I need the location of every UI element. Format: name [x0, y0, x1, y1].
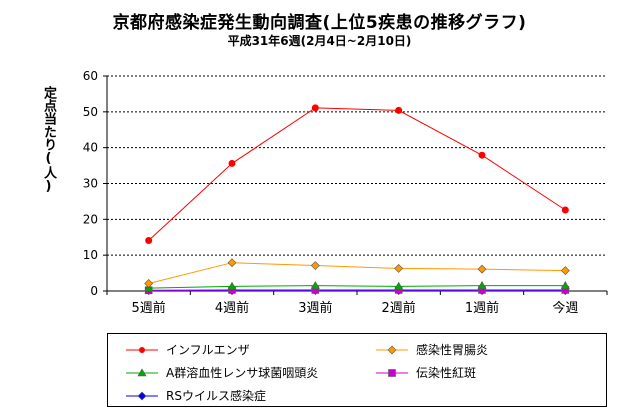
data-point — [394, 264, 404, 273]
data-point — [310, 261, 320, 270]
y-tick-label: 40 — [83, 141, 98, 155]
series-line — [148, 262, 566, 284]
legend-label: 感染性胃腸炎 — [416, 343, 489, 357]
y-axis-label: 定点当たり(人) — [41, 86, 56, 194]
line-chart: 0 10 20 30 40 50 60 5週前 4週前 3週前 2週前 1週前 今週 — [83, 69, 608, 316]
data-point — [310, 281, 320, 289]
data-point — [395, 106, 403, 114]
data-point — [478, 151, 486, 159]
data-point — [145, 236, 153, 244]
legend-swatch — [126, 368, 158, 377]
y-tick-label: 20 — [83, 212, 98, 226]
y-tick-label: 0 — [90, 284, 98, 298]
x-tick-label: 今週 — [552, 300, 578, 316]
legend-swatch — [126, 391, 158, 401]
legend-label: A群溶血性レンサ球菌咽頭炎 — [166, 366, 319, 380]
x-tick-label: 4週前 — [215, 300, 249, 316]
data-point — [227, 258, 237, 268]
x-tick-label: 2週前 — [382, 300, 416, 316]
chart-subtitle: 平成31年6週(2月4日~2月10日) — [227, 34, 412, 48]
chart-legend: インフルエンザ 感染性胃腸炎 A群溶血性レンサ球菌咽頭炎 伝染性紅斑 RSウイルス感染症 — [107, 333, 607, 407]
legend-swatch — [126, 347, 158, 353]
y-tick-label: 60 — [83, 69, 98, 83]
legend-swatch — [376, 345, 408, 355]
x-tick-label: 5週前 — [132, 300, 166, 316]
series-line — [148, 285, 566, 289]
data-point — [477, 281, 487, 289]
data-point — [227, 281, 237, 290]
legend-swatch — [376, 369, 408, 377]
data-point — [228, 159, 236, 167]
y-tick-label: 10 — [83, 248, 98, 262]
data-point — [477, 264, 487, 274]
y-tick-label: 30 — [83, 177, 98, 191]
data-point — [561, 206, 569, 214]
data-point — [560, 266, 570, 275]
series-line — [148, 107, 566, 241]
data-point — [311, 104, 319, 112]
y-tick-label: 50 — [83, 105, 98, 119]
x-tick-label: 1週前 — [465, 300, 499, 316]
x-tick-label: 3週前 — [298, 300, 332, 316]
data-point — [144, 279, 154, 288]
data-point — [394, 281, 404, 290]
chart-title: 京都府感染症発生動向調査(上位5疾患の推移グラフ) — [112, 13, 527, 33]
legend-label: RSウイルス感染症 — [166, 389, 266, 403]
legend-label: インフルエンザ — [166, 343, 250, 357]
data-point — [560, 281, 570, 289]
legend-label: 伝染性紅斑 — [416, 366, 477, 380]
